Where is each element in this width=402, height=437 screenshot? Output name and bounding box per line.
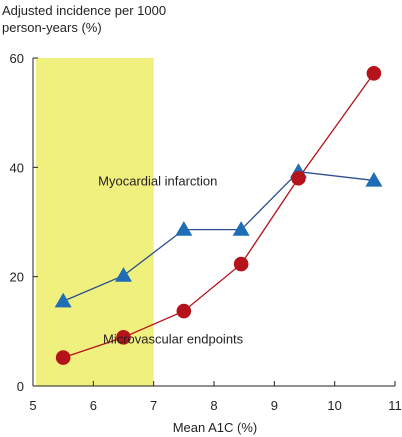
y-tick-label-60: 60 [10,51,24,66]
series-microvascular-endpoints [55,66,382,365]
axes: 0 20 40 60 5 6 7 8 9 10 11 [10,51,402,413]
y-tick-label-0: 0 [17,379,24,394]
x-tick-label-5: 5 [29,398,36,413]
x-axis-title: Mean A1C (%) [173,420,258,435]
y-tick-label-20: 20 [10,270,24,285]
x-tick-label-8: 8 [210,398,217,413]
triangle-point-0 [54,292,72,308]
circle-point-0 [55,350,71,365]
y-axis-title-line-1: Adjusted incidence per 1000 [2,3,166,18]
triangle-point-2 [175,221,193,236]
circle-point-4 [291,170,306,186]
triangle-point-5 [365,171,383,187]
x-tick-label-6: 6 [90,398,97,413]
target-range-shading [36,58,154,386]
x-tick-label-10: 10 [327,398,341,413]
circle-point-1 [116,330,131,345]
annotation-microvascular-endpoints: Microvascular endpoints [103,331,244,346]
annotation-myocardial-infarction: Myocardial infarction [98,173,217,188]
triangle-point-1 [115,267,132,282]
circle-point-2 [176,303,192,319]
circle-point-3 [233,256,249,272]
series-line-microvascular-endpoints [62,72,375,359]
x-tick-label-11: 11 [388,398,402,413]
y-axis-title-line-2: person-years (%) [2,20,102,35]
circle-point-5 [366,66,382,81]
target-range-rect [36,58,154,386]
series [54,66,383,365]
series-line-myocardial-infarction [62,171,374,302]
triangle-point-3 [232,221,250,236]
x-tick-label-9: 9 [271,398,278,413]
x-tick-label-7: 7 [150,398,157,413]
y-tick-label-40: 40 [10,160,24,175]
